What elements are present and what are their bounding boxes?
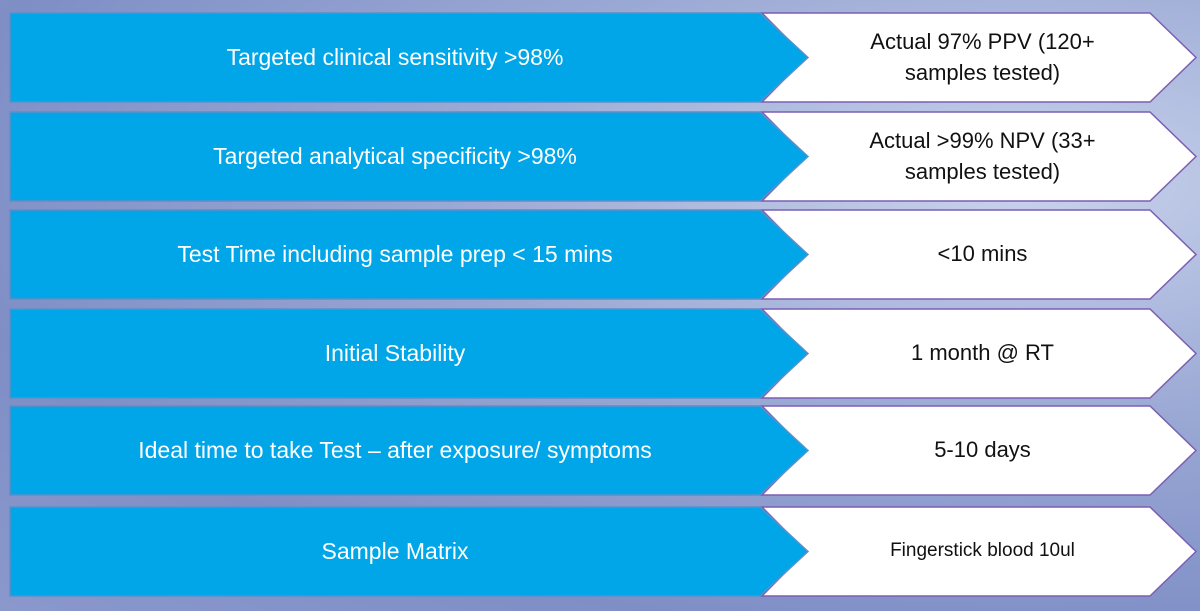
target-text: Targeted analytical specificity >98% <box>213 143 577 170</box>
target-text: Targeted clinical sensitivity >98% <box>226 44 564 71</box>
target-text: Ideal time to take Test – after exposure… <box>138 437 652 464</box>
actual-text: Fingerstick blood 10ul <box>890 540 1075 562</box>
target-chevron <box>9 111 810 202</box>
actual-text: Actual 97% PPV (120+ samples tested) <box>870 28 1095 85</box>
actual-text: Actual >99% NPV (33+ samples tested) <box>869 127 1096 184</box>
actual-text: 1 month @ RT <box>911 340 1054 366</box>
actual-text: 5-10 days <box>934 437 1031 463</box>
actual-text: <10 mins <box>937 241 1028 267</box>
target-chevron <box>9 506 810 597</box>
target-chevron <box>9 209 810 300</box>
target-chevron <box>9 12 810 103</box>
target-text: Test Time including sample prep < 15 min… <box>177 241 613 268</box>
target-text: Sample Matrix <box>321 538 469 565</box>
target-chevron <box>9 308 810 399</box>
target-chevron <box>9 405 810 496</box>
target-text: Initial Stability <box>324 340 466 367</box>
